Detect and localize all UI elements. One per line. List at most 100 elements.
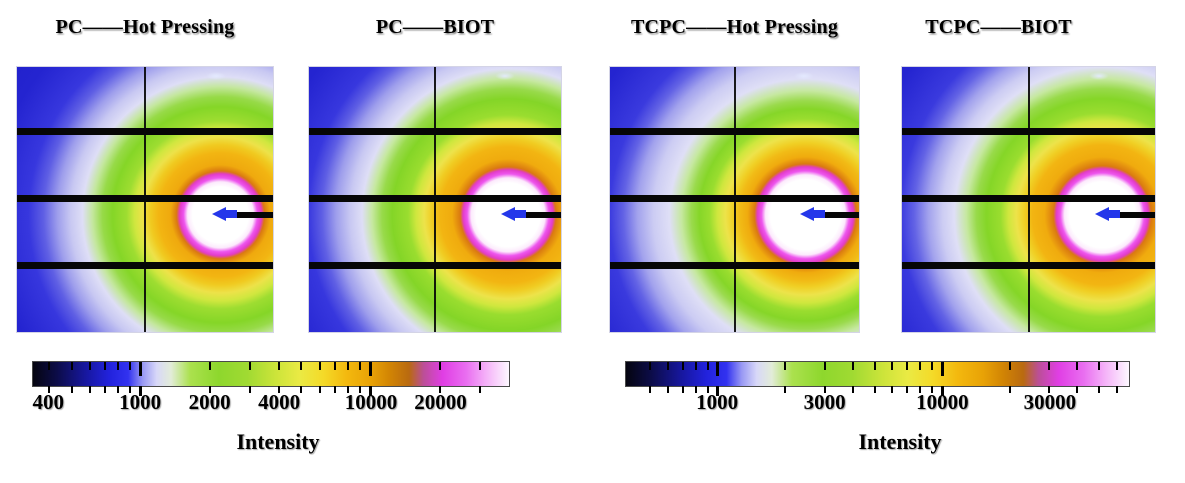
colorbar-tick	[70, 362, 73, 370]
colorbar-tick-label: 10000	[916, 390, 969, 414]
detector-gap-vertical-line	[434, 67, 437, 332]
panel-title-pc-hot-pressing: PC——Hot Pressing	[55, 16, 235, 38]
colorbar-tick	[930, 386, 933, 393]
colorbar-tick	[88, 386, 91, 393]
colorbar-tick	[784, 386, 787, 393]
detector-gap-vertical-line	[734, 67, 736, 332]
colorbar-tick	[48, 386, 51, 393]
colorbar-tick	[347, 386, 350, 393]
colorbar-gradient-left	[32, 361, 510, 396]
beamstop-arm	[820, 211, 859, 218]
colorbar-tick	[300, 362, 303, 370]
beam-artifact-spot	[1089, 72, 1110, 81]
colorbar-tick	[333, 362, 336, 370]
colorbar-tick	[278, 362, 281, 370]
colorbar-tick-label: 30000	[1023, 390, 1077, 414]
colorbar-tick	[438, 386, 441, 393]
colorbar-tick	[919, 362, 922, 370]
diffraction-panel-tcpc-biot	[901, 66, 1156, 333]
colorbar-tick	[851, 386, 854, 393]
colorbar-tick	[479, 386, 482, 393]
colorbar-tick	[851, 362, 854, 370]
colorbar-tick	[706, 386, 709, 393]
beamstop-arrow-icon	[799, 206, 826, 222]
colorbar-tick	[359, 362, 362, 370]
colorbar-tick	[359, 386, 362, 393]
colorbar-tick	[940, 362, 944, 376]
colorbar-tick	[682, 386, 684, 393]
colorbar-tick	[70, 386, 73, 393]
detector-gap-vertical-line	[144, 67, 147, 332]
colorbar-tick	[369, 386, 373, 396]
diffraction-panel-tcpc-hot-pressing	[609, 66, 860, 333]
beamstop-arrow-icon	[501, 206, 527, 222]
colorbar-tick	[347, 362, 350, 370]
colorbar-tick	[1008, 362, 1011, 370]
colorbar-tick	[682, 362, 684, 370]
beam-artifact-spot	[206, 72, 227, 81]
colorbar-tick	[1098, 386, 1101, 393]
beamstop-arm	[233, 211, 273, 218]
colorbar-tick-label: 20000	[414, 390, 467, 414]
colorbar-tick-label: 2000	[188, 390, 231, 414]
colorbar-tick	[649, 386, 652, 393]
colorbar-tick-label: 10000	[344, 390, 398, 414]
colorbar-tick	[479, 362, 482, 370]
colorbar-tick	[139, 386, 143, 396]
panel-title-pc-biot: PC——BIOT	[375, 16, 495, 38]
colorbar-tick	[919, 386, 922, 393]
colorbar-tick	[1076, 362, 1079, 370]
colorbar-tick	[318, 386, 321, 393]
colorbar-tick	[139, 362, 143, 376]
colorbar-tick	[129, 362, 132, 370]
colorbar-tick	[278, 386, 281, 393]
colorbar-tick-label: 1000	[119, 390, 162, 414]
colorbar-tick-label: 1000	[696, 390, 739, 414]
colorbar-tick	[1048, 386, 1051, 393]
colorbar-tick-label: 4000	[258, 390, 301, 414]
colorbar-tick	[438, 362, 441, 370]
colorbar-tick	[716, 386, 720, 396]
beamstop-arm	[521, 211, 561, 218]
diffraction-panel-pc-hot-pressing	[16, 66, 274, 333]
colorbar-tick	[666, 362, 669, 370]
colorbar-tick	[906, 362, 909, 370]
colorbar-tick	[940, 386, 944, 396]
colorbar-tick	[823, 362, 826, 370]
colorbar-tick-label: 3000	[803, 390, 846, 414]
colorbar-tick	[208, 362, 211, 370]
colorbar-tick	[695, 386, 698, 393]
beamstop-arrow-icon	[1094, 206, 1121, 222]
colorbar-tick	[1008, 386, 1011, 393]
colorbar-tick	[300, 386, 303, 393]
colorbar-tick-label: 400	[32, 390, 65, 414]
colorbar-tick	[1048, 362, 1051, 370]
colorbar-tick	[891, 386, 894, 393]
colorbar-tick	[318, 362, 321, 370]
colorbar-title-right: Intensity	[858, 429, 942, 454]
colorbar-tick	[208, 386, 211, 393]
colorbar-tick	[249, 386, 252, 393]
colorbar-tick	[1076, 386, 1079, 393]
colorbar-tick-labels-left: 400 1000 2000 4000 10000 20000	[32, 390, 510, 418]
detector-gap-vertical-line	[1027, 67, 1030, 332]
panel-title-tcpc-hot-pressing: TCPC——Hot Pressing	[630, 16, 839, 38]
beam-artifact-spot	[495, 72, 516, 81]
colorbar-tick	[104, 362, 107, 370]
colorbar-tick	[117, 386, 120, 393]
colorbar-tick	[716, 362, 720, 376]
colorbar-tick	[873, 386, 876, 393]
colorbar-tick	[906, 386, 909, 393]
colorbar-tick	[1098, 362, 1101, 370]
colorbar-tick	[369, 362, 373, 376]
colorbar-tick	[823, 386, 826, 393]
colorbar-tick	[1115, 362, 1118, 370]
beamstop-arm	[1115, 211, 1155, 218]
diffraction-panel-pc-biot	[308, 66, 562, 333]
colorbar-tick	[666, 386, 669, 393]
colorbar-tick	[649, 362, 652, 370]
colorbar-tick	[249, 362, 252, 370]
colorbar-tick	[48, 362, 51, 370]
colorbar-tick	[930, 362, 933, 370]
